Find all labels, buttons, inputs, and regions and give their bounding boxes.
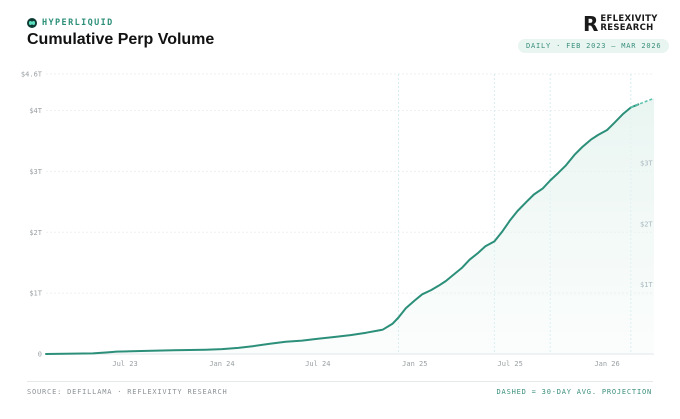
logo-text: EFLEXIVITY RESEARCH [600, 14, 657, 33]
series-line-solid [45, 103, 640, 355]
inner-value-label: $2T [640, 220, 653, 228]
inner-value-label: $1T [640, 281, 653, 289]
y-tick-label: $2T [29, 229, 42, 237]
x-tick-label: Jan 24 [209, 360, 234, 368]
x-tick-label: Jan 26 [594, 360, 619, 368]
y-tick-label: 0 [38, 351, 42, 359]
date-range-badge: DAILY · FEB 2023 – MAR 2026 [518, 39, 670, 53]
logo-mark: R [583, 12, 599, 36]
inner-value-label: $3T [640, 159, 653, 167]
brand-label: HYPERLIQUID [42, 18, 114, 28]
x-tick-label: Jul 23 [112, 360, 137, 368]
y-tick-label: $4T [29, 107, 42, 115]
y-tick-label: $1T [29, 290, 42, 298]
footer-divider [27, 381, 653, 382]
y-tick-label: $4.6T [21, 71, 43, 79]
source-note: SOURCE: DEFILLAMA · REFLEXIVITY RESEARCH [27, 388, 228, 396]
x-tick-label: Jan 25 [402, 360, 427, 368]
brand-row: HYPERLIQUID [27, 18, 114, 28]
y-tick-label: $3T [29, 168, 42, 176]
projection-note: DASHED = 30-DAY AVG. PROJECTION [496, 388, 652, 396]
series-line-projection [630, 97, 655, 109]
reflexivity-research-logo: R EFLEXIVITY RESEARCH [583, 14, 658, 34]
logo-line-2: RESEARCH [600, 23, 654, 33]
area-fill [46, 98, 654, 354]
hyperliquid-logo-icon [27, 18, 37, 28]
chart-title: Cumulative Perp Volume [27, 31, 215, 48]
x-tick-label: Jul 25 [498, 360, 523, 368]
logo-line-1: EFLEXIVITY [600, 14, 658, 24]
x-tick-label: Jul 24 [305, 360, 330, 368]
